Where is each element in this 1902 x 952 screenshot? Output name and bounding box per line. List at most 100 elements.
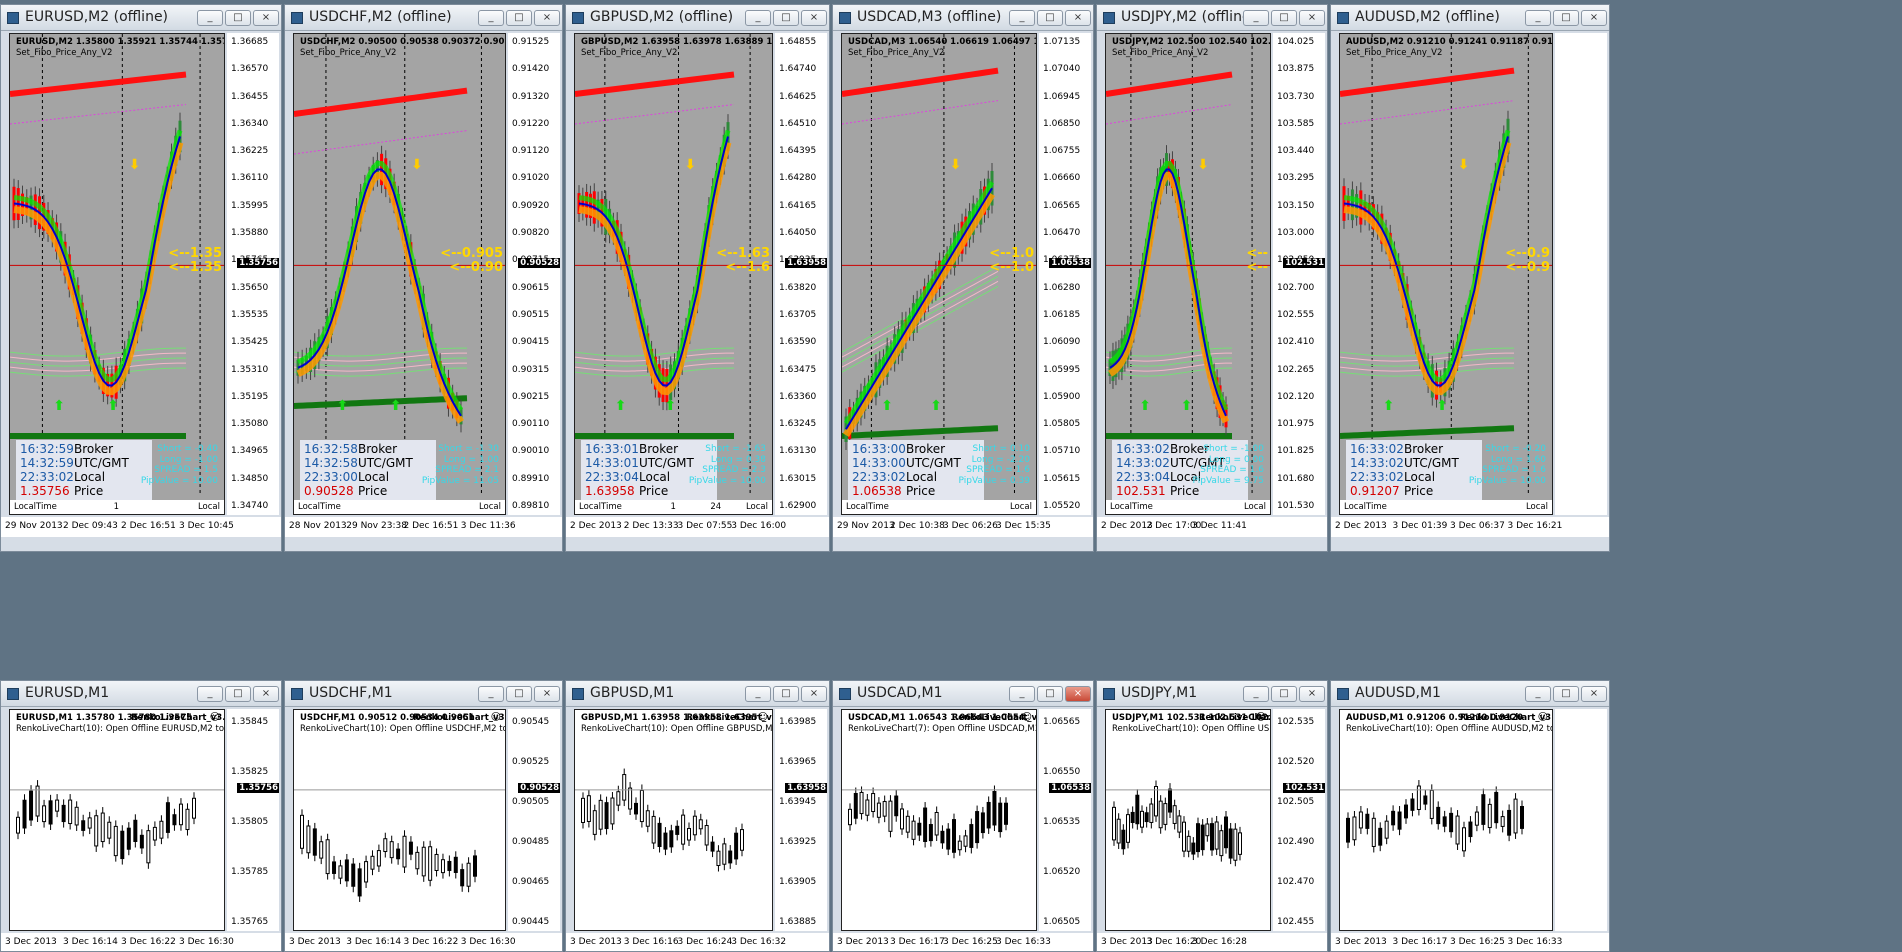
upper-3-maximize-button[interactable]: □ (1037, 10, 1063, 26)
lower-2-maximize-button[interactable]: □ (773, 686, 799, 702)
lower-1-minimize-button[interactable]: _ (478, 686, 504, 702)
price-chart-area[interactable]: ⬆ ⬇ ⬆ <--0.905 <--0.90 USDCHF,M2 0.90500 0.90… (293, 33, 506, 515)
price-tick: 103.000 (1277, 228, 1315, 239)
price-chart-area[interactable]: ⬆ ⬇ ⬆ <--1.0 <--1.0 USDCAD,M3 1.06540 1.06619… (841, 33, 1037, 515)
candle-body (35, 785, 40, 817)
lower-3-close-button[interactable]: × (1065, 686, 1091, 702)
lower-1-close-button[interactable]: × (534, 686, 560, 702)
lower-3-minimize-button[interactable]: _ (1009, 686, 1035, 702)
upper-5-title: AUDUSD,M2 (offline) (1355, 9, 1500, 25)
lower-0-minimize-button[interactable]: _ (197, 686, 223, 702)
price-chart-area[interactable]: USDCHF,M1 0.90512 0.90534 0.9051 RenkoLiv… (293, 709, 506, 931)
upper-1-maximize-button[interactable]: □ (506, 10, 532, 26)
candle-body (876, 802, 881, 818)
chart-window-usdchf-offline[interactable]: USDCHF,M2 (offline) _ □ × ⬆ ⬇ ⬆ <--0.905 <--0.90… (284, 4, 563, 552)
chart-window-eurusd-offline[interactable]: EURUSD,M2 (offline) _ □ × ⬆ ⬇ ⬆ <--1.35 <--1.35 E… (0, 4, 282, 552)
lower-2-chart-icon (572, 688, 584, 700)
upper-5-minimize-button[interactable]: _ (1525, 10, 1551, 26)
upper-3-close-button[interactable]: × (1065, 10, 1091, 26)
lower-1-maximize-button[interactable]: □ (506, 686, 532, 702)
upper-0-minimize-button[interactable]: _ (197, 10, 223, 26)
lower-5-close-button[interactable]: × (1581, 686, 1607, 702)
chart-window-audusd-m1[interactable]: AUDUSD,M1 _ □ × AUDUSD,M1 0.91206 0.91210 0.… (1330, 680, 1610, 952)
upper-5-titlebar[interactable]: AUDUSD,M2 (offline) _ □ × (1331, 5, 1609, 31)
lower-4-close-button[interactable]: × (1299, 686, 1325, 702)
upper-2-minimize-button[interactable]: _ (745, 10, 771, 26)
price-chart-area[interactable]: ⬆ ⬇ ⬆ <--<-- USDJPY,M2 102.500 102.540 102.3… (1105, 33, 1271, 515)
stat-line: Long = -1.00 (159, 454, 218, 465)
upper-0-titlebar[interactable]: EURUSD,M2 (offline) _ □ × (1, 5, 281, 31)
lower-1-titlebar[interactable]: USDCHF,M1 _ □ × (285, 681, 562, 707)
lower-4-minimize-button[interactable]: _ (1243, 686, 1269, 702)
price-chart-area[interactable]: ⬆ ⬇ ⬆ <--1.63 <--1.6 GBPUSD,M2 1.63958 1.6397… (574, 33, 773, 515)
chart-window-audusd-offline[interactable]: AUDUSD,M2 (offline) _ □ × ⬆ ⬇ ⬆ <--0.9 <--0.9 AUD… (1330, 4, 1610, 552)
ma-ribbon-green (297, 160, 464, 412)
chart-window-gbpusd-offline[interactable]: GBPUSD,M2 (offline) _ □ × ⬆ ⬇ ⬆ <--1.63 <--1.6 GB… (565, 4, 830, 552)
upper-0-maximize-button[interactable]: □ (225, 10, 251, 26)
lower-0-close-button[interactable]: × (253, 686, 279, 702)
price-tick: 103.150 (1277, 200, 1315, 211)
clock-info-panel: 16:33:02 Broker 14:33:02 UTC/GMT 22:33:02 Loc… (1346, 440, 1482, 502)
lower-0-titlebar[interactable]: EURUSD,M1 _ □ × (1, 681, 281, 707)
candle-body (1163, 803, 1168, 825)
chart-window-usdjpy-offline[interactable]: USDJPY,M2 (offline) _ □ × ⬆ ⬇ ⬆ <-- <-- USDJPY,M2… (1096, 4, 1328, 552)
lower-0-maximize-button[interactable]: □ (225, 686, 251, 702)
localtime-strip: LocalTime 1 24 Local (575, 500, 772, 514)
upper-3-minimize-button[interactable]: _ (1009, 10, 1035, 26)
chart-window-usdjpy-m1[interactable]: USDJPY,M1 _ □ × USDJPY,M1 102.531 102.531 10… (1096, 680, 1328, 952)
upper-2-titlebar[interactable]: GBPUSD,M2 (offline) _ □ × (566, 5, 829, 31)
lower-5-maximize-button[interactable]: □ (1553, 686, 1579, 702)
price-chart-area[interactable]: USDCAD,M1 1.06543 1.06543 1.0654 RenkoLiv… (841, 709, 1037, 931)
lower-2-close-button[interactable]: × (801, 686, 827, 702)
chart-window-usdcad-m1[interactable]: USDCAD,M1 _ □ × USDCAD,M1 1.06543 1.06543 1.… (832, 680, 1094, 952)
lower-3-titlebar[interactable]: USDCAD,M1 _ □ × (833, 681, 1093, 707)
lower-2-titlebar[interactable]: GBPUSD,M1 _ □ × (566, 681, 829, 707)
lower-4-titlebar[interactable]: USDJPY,M1 _ □ × (1097, 681, 1327, 707)
utc-value: 14:33:02 (1116, 456, 1170, 470)
upper-5-maximize-button[interactable]: □ (1553, 10, 1579, 26)
chart-window-eurusd-m1[interactable]: EURUSD,M1 _ □ × EURUSD,M1 1.35780 1.35780 1.… (0, 680, 282, 952)
lower-5-minimize-button[interactable]: _ (1525, 686, 1551, 702)
lower-2-minimize-button[interactable]: _ (745, 686, 771, 702)
time-tick: 3 Dec 16:30 (179, 937, 234, 947)
price-tick: 1.63130 (779, 446, 817, 457)
upper-2-maximize-button[interactable]: □ (773, 10, 799, 26)
upper-2-close-button[interactable]: × (801, 10, 827, 26)
lower-4-maximize-button[interactable]: □ (1271, 686, 1297, 702)
candle-body (957, 840, 962, 851)
localtime-local: Local (478, 502, 501, 512)
lower-3-maximize-button[interactable]: □ (1037, 686, 1063, 702)
candle-body (434, 853, 439, 871)
price-chart-area[interactable]: ⬆ ⬇ ⬆ <--0.9 <--0.9 AUDUSD,M2 0.91210 0.91241… (1339, 33, 1553, 515)
upper-4-titlebar[interactable]: USDJPY,M2 (offline) _ □ × (1097, 5, 1327, 31)
upper-5-close-button[interactable]: × (1581, 10, 1607, 26)
buy-arrow-icon: ⬆ (665, 398, 677, 414)
upper-4-maximize-button[interactable]: □ (1271, 10, 1297, 26)
price-chart-area[interactable]: AUDUSD,M1 0.91206 0.91210 0.9120 RenkoLiv… (1339, 709, 1553, 931)
price-chart-area[interactable]: USDJPY,M1 102.531 102.531 102.53 RenkoLiv… (1105, 709, 1271, 931)
price-chart-area[interactable]: ⬆ ⬇ ⬆ <--1.35 <--1.35 EURUSD,M2 1.35800 1.359… (9, 33, 225, 515)
broker-label: Broker (1170, 442, 1210, 456)
upper-1-minimize-button[interactable]: _ (478, 10, 504, 26)
chart-window-usdchf-m1[interactable]: USDCHF,M1 _ □ × USDCHF,M1 0.90512 0.90534 0.… (284, 680, 563, 952)
price-tick: 1.64165 (779, 200, 817, 211)
overlay-indicator-name: RenkoLiveChart_v3.2 (413, 713, 506, 723)
upper-4-minimize-button[interactable]: _ (1243, 10, 1269, 26)
upper-1-close-button[interactable]: × (534, 10, 560, 26)
time-tick: 2 Dec 16:51 (121, 521, 176, 531)
price-chart-area[interactable]: EURUSD,M1 1.35780 1.35780 1.3575 RenkoLiv… (9, 709, 225, 931)
upper-0-close-button[interactable]: × (253, 10, 279, 26)
upper-4-close-button[interactable]: × (1299, 10, 1325, 26)
lower-5-titlebar[interactable]: AUDUSD,M1 _ □ × (1331, 681, 1609, 707)
chart-window-usdcad-offline[interactable]: USDCAD,M3 (offline) _ □ × ⬆ ⬇ ⬆ <--1.0 <--1.0 USD… (832, 4, 1094, 552)
candle-body (453, 856, 458, 873)
utc-label: UTC/GMT (74, 456, 129, 470)
candle-body (1500, 816, 1505, 827)
upper-3-titlebar[interactable]: USDCAD,M3 (offline) _ □ × (833, 5, 1093, 31)
upper-1-titlebar[interactable]: USDCHF,M2 (offline) _ □ × (285, 5, 562, 31)
price-chart-area[interactable]: GBPUSD,M1 1.63958 1.63958 1.6395 RenkoLiv… (574, 709, 773, 931)
chart-window-gbpusd-m1[interactable]: GBPUSD,M1 _ □ × GBPUSD,M1 1.63958 1.63958 1.… (565, 680, 830, 952)
moving-average-line (297, 168, 462, 417)
expert-advisor-status: RenkoLiveChart(10): Open Offline GBPUSD,… (581, 724, 773, 734)
broker-label: Broker (358, 442, 398, 456)
